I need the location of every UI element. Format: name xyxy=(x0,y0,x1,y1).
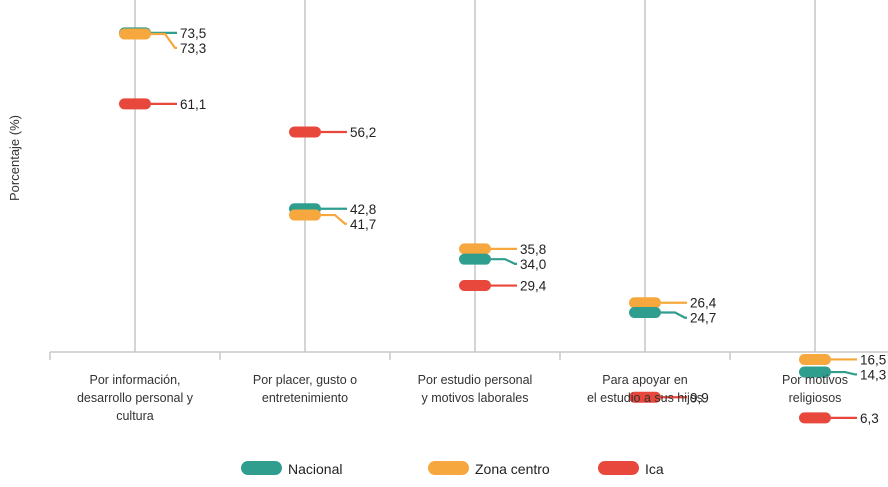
data-label-series-3-cat-1: 61,1 xyxy=(180,97,206,112)
category-label-1-line-3: cultura xyxy=(116,409,154,423)
connector-series-2-cat-1 xyxy=(151,32,177,49)
data-labels: 73,573,3 61,1 56,2 42,841,7 35,834,0 29,4 26,4… xyxy=(180,26,886,426)
category-label-5-line-2: religiosos xyxy=(789,391,842,405)
category-label-4-line-1: Para apoyar en xyxy=(602,373,688,387)
value-connectors xyxy=(151,31,857,420)
category-label-2-line-1: Por placer, gusto o xyxy=(253,373,357,387)
legend-swatch-2 xyxy=(428,461,469,475)
data-label-series-3-cat-3: 29,4 xyxy=(520,279,547,294)
legend-label-3: Ica xyxy=(645,461,664,477)
marker-series-1-cat-5 xyxy=(799,366,831,378)
category-label-4-line-2: el estudio a sus hijos xyxy=(587,391,703,405)
marker-series-2-cat-5 xyxy=(799,353,831,365)
data-label-series-2-cat-5: 16,5 xyxy=(860,352,886,367)
category-label-3-line-2: y motivos laborales xyxy=(422,391,529,405)
legend-label-1: Nacional xyxy=(288,461,342,477)
data-label-series-2-cat-1: 73,3 xyxy=(180,41,206,56)
legend: Nacional Zona centro Ica xyxy=(241,461,664,477)
legend-swatch-1 xyxy=(241,461,282,475)
data-label-series-1-cat-4: 24,7 xyxy=(690,311,716,326)
marker-series-3-cat-3 xyxy=(459,280,491,292)
connector-series-2-cat-2 xyxy=(321,213,347,225)
legend-swatch-3 xyxy=(598,461,639,475)
marker-series-2-cat-2 xyxy=(289,209,321,221)
data-label-series-2-cat-3: 35,8 xyxy=(520,242,546,257)
marker-series-3-cat-4 xyxy=(629,391,661,403)
category-label-1-line-2: desarrollo personal y xyxy=(77,391,194,405)
marker-series-1-cat-4 xyxy=(629,306,661,318)
data-label-series-2-cat-2: 41,7 xyxy=(350,217,376,232)
data-label-series-2-cat-4: 26,4 xyxy=(690,296,717,311)
data-label-series-1-cat-1: 73,5 xyxy=(180,26,206,41)
marker-series-3-cat-1 xyxy=(119,98,151,110)
marker-series-2-cat-3 xyxy=(459,243,491,255)
data-label-series-3-cat-2: 56,2 xyxy=(350,125,376,140)
connector-series-1-cat-3 xyxy=(491,258,517,265)
legend-label-2: Zona centro xyxy=(475,461,550,477)
category-gridlines xyxy=(134,0,816,352)
data-label-series-1-cat-3: 34,0 xyxy=(520,257,546,272)
category-label-2-line-2: entretenimiento xyxy=(262,391,348,405)
connector-series-1-cat-4 xyxy=(661,311,687,319)
data-label-series-3-cat-5: 6,3 xyxy=(860,411,879,426)
marker-series-1-cat-3 xyxy=(459,253,491,265)
data-label-series-1-cat-2: 42,8 xyxy=(350,202,376,217)
marker-series-2-cat-1 xyxy=(119,28,151,40)
data-label-series-3-cat-4: 9,9 xyxy=(690,390,709,405)
marker-series-3-cat-5 xyxy=(799,412,831,424)
data-label-series-1-cat-5: 14,3 xyxy=(860,367,886,382)
category-labels: Por información, desarrollo personal y cul… xyxy=(77,373,848,423)
category-label-3-line-1: Por estudio personal xyxy=(418,373,533,387)
marker-series-2-cat-4 xyxy=(629,297,661,309)
marker-series-3-cat-2 xyxy=(289,126,321,138)
y-axis-title: Porcentaje (%) xyxy=(7,115,22,201)
connector-series-1-cat-5 xyxy=(831,370,857,376)
category-label-1-line-1: Por información, xyxy=(89,373,180,387)
data-markers xyxy=(119,27,831,424)
category-label-5-line-1: Por motivos xyxy=(782,373,848,387)
x-axis xyxy=(49,351,888,360)
